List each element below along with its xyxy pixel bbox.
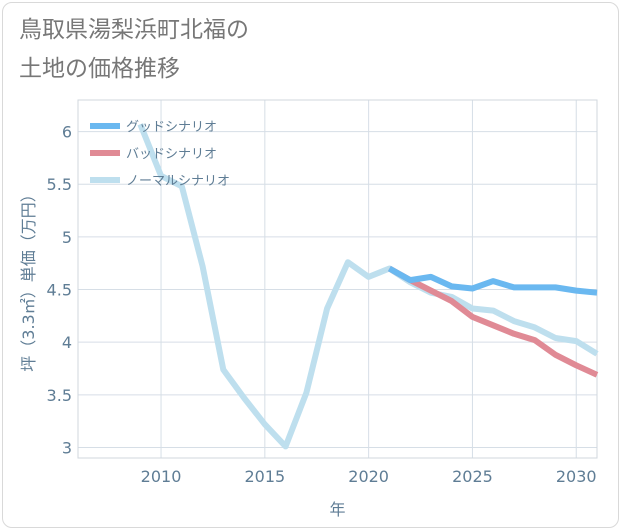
series-line-2 <box>387 265 599 378</box>
y-tick-label: 3.5 <box>47 386 72 405</box>
chart-title-line-1: 鳥取県湯梨浜町北福の <box>19 17 249 43</box>
x-tick-label: 2020 <box>348 467 389 486</box>
legend-label: グッドシナリオ <box>126 120 217 135</box>
series-layer <box>137 123 599 450</box>
x-tick-label: 2015 <box>244 467 285 486</box>
x-tick-label: 2010 <box>141 467 182 486</box>
chart-title: 鳥取県湯梨浜町北福の 土地の価格推移 <box>19 11 249 89</box>
y-tick-label: 4 <box>62 333 72 352</box>
y-tick-label: 6 <box>62 123 72 142</box>
legend-label: ノーマルシナリオ <box>126 174 230 189</box>
chart-title-line-2: 土地の価格推移 <box>19 56 180 82</box>
y-tick-label: 5 <box>62 228 72 247</box>
plot-area-frame <box>77 99 598 459</box>
y-axis-title: 坪（3.3㎡）単価（万円） <box>19 186 38 371</box>
x-axis-ticks: 2010 2015 2020 2025 2030 <box>141 467 597 486</box>
series-line-1 <box>387 265 598 296</box>
y-tick-label: 5.5 <box>47 175 72 194</box>
series-line-3 <box>137 123 599 450</box>
legend-label: バッドシナリオ <box>126 147 217 162</box>
y-axis-ticks: 3 3.5 4 4.5 5 5.5 6 <box>47 123 72 458</box>
x-tick-label: 2025 <box>452 467 493 486</box>
y-tick-label: 3 <box>62 438 72 457</box>
x-tick-label: 2030 <box>556 467 597 486</box>
y-tick-label: 4.5 <box>47 281 72 300</box>
x-axis-title: 年 <box>329 500 345 519</box>
